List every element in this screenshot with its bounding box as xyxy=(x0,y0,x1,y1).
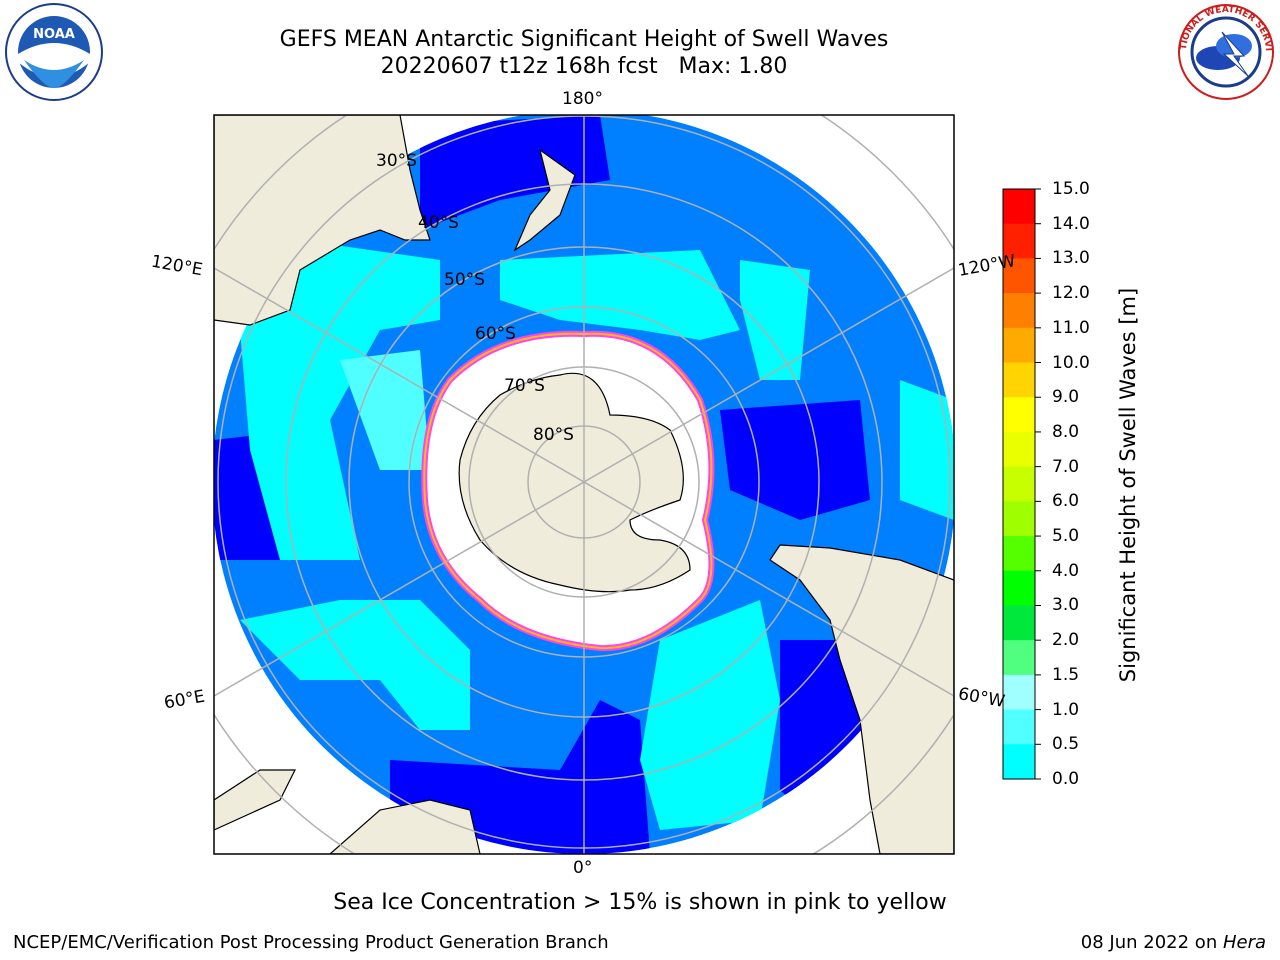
colorbar-frame xyxy=(1002,188,1036,780)
colorbar-box xyxy=(1003,223,1035,259)
africa xyxy=(329,799,481,854)
noaa-logo: NOAA xyxy=(5,3,103,101)
colorbar-box xyxy=(1003,189,1035,225)
colorbar-tick-label: 7.0 xyxy=(1052,456,1080,477)
colorbar-tick-label: 0.0 xyxy=(1052,769,1080,789)
colorbar-box xyxy=(1003,293,1035,329)
colorbar-box xyxy=(1003,397,1035,433)
colorbar-tick-label: 8.0 xyxy=(1052,421,1080,442)
colorbar-tick-label: 1.5 xyxy=(1052,664,1080,685)
lat-label-40s: 40°S xyxy=(418,213,459,233)
colorbar-box xyxy=(1003,709,1035,745)
colorbar-box xyxy=(1003,605,1035,641)
graticule xyxy=(214,115,954,854)
colorbar-tick-label: 6.0 xyxy=(1052,491,1080,512)
map-frame xyxy=(213,114,955,855)
colorbar xyxy=(1003,188,1041,780)
map-subtitle: 20220607 t12z 168h fcst Max: 1.80 xyxy=(380,54,788,79)
machine-name: Hera xyxy=(1222,932,1266,953)
lat-label-70s: 70°S xyxy=(504,376,545,396)
antarctica xyxy=(458,372,691,593)
colorbar-tick-label: 11.0 xyxy=(1052,317,1090,338)
colorbar-box xyxy=(1003,431,1035,468)
australia xyxy=(214,115,431,326)
colorbar-box xyxy=(1003,536,1035,572)
lat-label-50s: 50°S xyxy=(444,270,485,290)
colorbar-box xyxy=(1003,466,1035,502)
colorbar-tick-label: 3.0 xyxy=(1052,595,1080,616)
colorbar-box xyxy=(1003,258,1035,294)
colorbar-box xyxy=(1003,674,1035,711)
south-america xyxy=(769,544,954,854)
colorbar-tick-label: 15.0 xyxy=(1052,179,1090,199)
colorbar-tick-label: 5.0 xyxy=(1052,526,1080,547)
colorbar-tick-label: 14.0 xyxy=(1052,213,1090,234)
colorbar-tick-label: 10.0 xyxy=(1052,352,1090,373)
sea-ice-footnote: Sea Ice Concentration > 15% is shown in … xyxy=(333,890,947,915)
nws-logo: NATIONAL WEATHER SERVICE xyxy=(1174,2,1274,100)
lat-label-60s: 60°S xyxy=(475,324,516,344)
madagascar xyxy=(214,769,296,831)
colorbar-tick-label: 12.0 xyxy=(1052,283,1090,304)
lat-label-80s: 80°S xyxy=(533,425,574,445)
lon-label-0: 0° xyxy=(573,858,593,878)
landmass xyxy=(214,115,954,854)
date-text: 08 Jun 2022 on xyxy=(1080,932,1223,953)
date-line: 08 Jun 2022 on Hera xyxy=(1081,932,1266,953)
colorbar-title: Significant Height of Swell Waves [m] xyxy=(1116,287,1140,683)
colorbar-box xyxy=(1003,570,1035,606)
noaa-logo-text: NOAA xyxy=(33,27,75,42)
colorbar-tick-label: 13.0 xyxy=(1052,248,1090,269)
colorbar-tick-label: 4.0 xyxy=(1052,560,1080,581)
colorbar-box xyxy=(1003,744,1035,780)
credit-line: NCEP/EMC/Verification Post Processing Pr… xyxy=(13,932,609,953)
lat-label-30s: 30°S xyxy=(376,151,417,171)
colorbar-box xyxy=(1003,327,1035,364)
map-title: GEFS MEAN Antarctic Significant Height o… xyxy=(279,27,889,52)
colorbar-box xyxy=(1003,362,1035,398)
colorbar-tick-label: 9.0 xyxy=(1052,387,1080,408)
colorbar-box xyxy=(1003,640,1035,676)
colorbar-tick-label: 0.5 xyxy=(1052,734,1080,755)
new-zealand xyxy=(513,148,576,252)
colorbar-tick-label: 2.0 xyxy=(1052,630,1080,651)
lon-label-180: 180° xyxy=(562,89,603,109)
colorbar-tick-label: 1.0 xyxy=(1052,699,1080,720)
colorbar-box xyxy=(1003,501,1035,537)
